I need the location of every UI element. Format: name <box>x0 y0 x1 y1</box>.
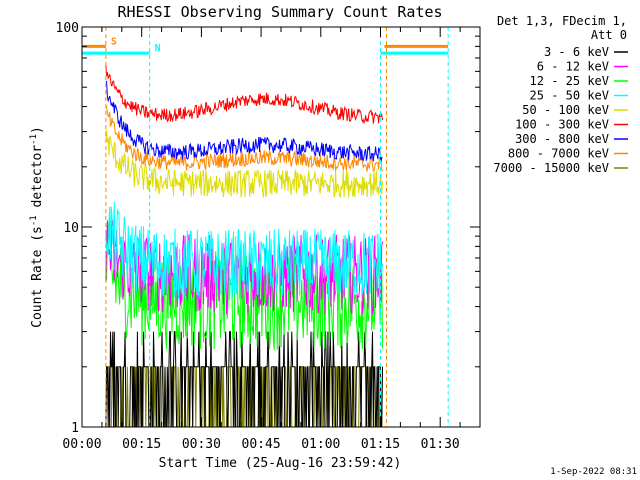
series-line-25to50kev <box>105 201 383 301</box>
series-line-300to800kev <box>105 80 383 162</box>
y-tick-label: 100 <box>56 21 79 36</box>
axes-group: 1 10 100 00:00 00:15 00:30 00:45 01:00 01:15 01:3… <box>56 21 481 452</box>
y-tick-label: 10 <box>63 221 79 236</box>
x-tick-label: 00:15 <box>122 437 161 452</box>
legend-label: 25 - 50 keV <box>530 89 609 103</box>
legend-header-line-1: Det 1,3, FDecim 1, <box>497 14 627 28</box>
legend-label: 50 - 100 keV <box>522 103 609 117</box>
x-tick-label: 01:00 <box>301 437 340 452</box>
x-axis-label: Start Time (25-Aug-16 23:59:42) <box>159 456 402 471</box>
plot-series-group <box>105 64 383 428</box>
legend-label: 300 - 800 keV <box>515 132 609 146</box>
footer-timestamp: 1-Sep-2022 08:31 <box>550 467 637 477</box>
legend-label: 7000 - 15000 keV <box>493 161 609 175</box>
legend-label: 100 - 300 keV <box>515 118 609 132</box>
y-tick-label: 1 <box>71 421 79 436</box>
legend-header-line-2: Att 0 <box>591 28 627 42</box>
chart-title: RHESSI Observing Summary Count Rates <box>117 3 442 21</box>
x-tick-label: 00:45 <box>242 437 281 452</box>
flag-markers-group: SN <box>82 27 449 427</box>
legend-label: 800 - 7000 keV <box>508 147 609 161</box>
series-line-50to100kev <box>105 129 383 199</box>
y-axis-label: Count Rate (s-1 detector-1) <box>29 126 45 328</box>
legend-label: 3 - 6 keV <box>544 45 609 59</box>
series-line-100to300kev <box>105 64 383 125</box>
flag-s-label: S <box>111 36 117 47</box>
flag-n-label: N <box>155 43 161 54</box>
x-tick-label: 01:30 <box>421 437 460 452</box>
x-tick-label: 00:00 <box>62 437 101 452</box>
legend-label: 12 - 25 keV <box>530 74 609 88</box>
legend-label: 6 - 12 keV <box>537 60 609 74</box>
x-tick-label: 01:15 <box>361 437 400 452</box>
x-tick-label: 00:30 <box>182 437 221 452</box>
series-line-800to7000kev <box>105 105 383 172</box>
